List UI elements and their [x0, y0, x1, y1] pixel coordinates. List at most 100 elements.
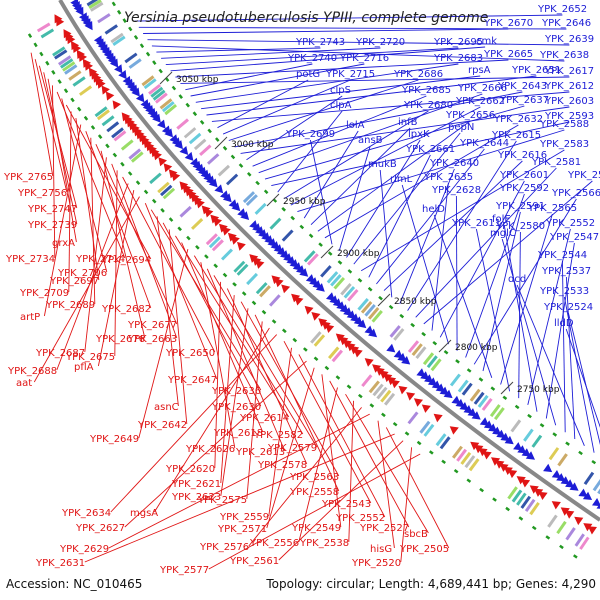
forward-connector: [475, 228, 511, 392]
forward-connector: [134, 14, 563, 22]
feature-block: [330, 274, 342, 287]
forward-gene-arrow: [231, 202, 241, 212]
reverse-gene-arrow: [565, 510, 575, 519]
reverse-connector: [214, 281, 222, 469]
gc-dash: [207, 128, 212, 134]
reverse-connector: [56, 183, 129, 371]
feature-block: [556, 520, 567, 535]
feature-block: [376, 386, 388, 400]
gc-dash: [358, 393, 363, 399]
feature-block: [389, 325, 401, 338]
forward-connector: [407, 140, 517, 311]
feature-block: [531, 434, 543, 448]
gc-dash: [369, 403, 375, 408]
reverse-connector: [111, 163, 178, 339]
reverse-gene-label: YPK_2549: [291, 523, 341, 534]
reverse-gene-arrow: [294, 296, 304, 306]
gc-dash: [112, 152, 118, 158]
forward-gene-label: YPK_2592: [499, 183, 549, 194]
feature-block: [557, 453, 568, 467]
forward-gene-arrow: [75, 6, 84, 16]
reverse-connector: [144, 203, 218, 380]
gc-dash: [490, 386, 496, 391]
feature-block: [597, 488, 600, 495]
gc-dash: [455, 359, 460, 364]
feature-block: [40, 28, 55, 39]
reverse-gene-label: YPK_2756: [17, 188, 67, 199]
reverse-connector: [268, 347, 292, 517]
reverse-gene-arrow: [274, 278, 284, 288]
forward-gene-label: YPK_2699: [285, 129, 335, 140]
forward-gene-label: YPK_2580: [495, 221, 545, 232]
feature-block: [226, 173, 239, 186]
forward-gene-arrow: [471, 411, 481, 420]
gc-dash: [171, 85, 177, 91]
gc-dash: [261, 309, 267, 315]
forward-gene-label: YPK_2615: [491, 130, 541, 141]
reverse-gene-arrow: [158, 157, 167, 167]
gc-dash: [158, 68, 163, 74]
forward-connector: [217, 79, 309, 129]
gc-dash: [152, 60, 157, 65]
kbp-tick-label: 2800 kbp: [455, 343, 498, 353]
label-connectors: [30, 14, 600, 570]
reverse-gene-label: YPK_2647: [167, 375, 217, 386]
forward-connector: [376, 148, 485, 285]
reverse-connector: [85, 131, 152, 309]
forward-gene-arrow: [521, 448, 531, 457]
forward-gene-label: YPK_2638: [539, 50, 589, 61]
gc-dash: [545, 535, 551, 540]
forward-gene-arrow: [208, 178, 218, 188]
gc-dash: [466, 478, 472, 483]
reverse-gene-label: YPK_2697: [49, 276, 99, 287]
reverse-gene-label: YPK_2505: [399, 544, 449, 555]
reverse-connector: [348, 400, 354, 543]
feature-block: [130, 151, 144, 163]
gc-dash: [388, 304, 394, 310]
reverse-gene-arrow: [311, 312, 321, 321]
forward-gene-label: YPK_2651: [511, 65, 561, 76]
feature-block: [259, 285, 271, 298]
gc-dash: [33, 42, 38, 48]
feature-block: [217, 164, 230, 177]
gc-dash: [247, 172, 252, 177]
gc-dash: [97, 134, 103, 139]
gc-dash: [479, 487, 484, 493]
reverse-gene-arrow: [281, 284, 291, 294]
feature-block: [320, 265, 332, 278]
forward-gene-arrow: [488, 423, 498, 432]
kbp-tick-mark: [266, 193, 280, 207]
reverse-gene-label: YPK_2630: [211, 402, 261, 413]
reverse-gene-label: sbcB: [404, 529, 428, 540]
gc-dash: [531, 525, 537, 531]
forward-gene-arrow: [492, 426, 502, 435]
reverse-gene-label: YPK_2520: [351, 558, 401, 569]
feature-block: [583, 471, 595, 485]
gc-dash: [492, 497, 497, 502]
gc-dash: [466, 368, 472, 373]
reverse-gene-arrow: [97, 79, 106, 89]
feature-block: [368, 380, 380, 394]
reverse-connector: [61, 98, 108, 273]
reverse-gene-label: YPK_2538: [299, 538, 349, 549]
feature-block: [426, 355, 438, 369]
forward-gene-label: YPK_2656: [445, 110, 495, 121]
gc-dash: [591, 460, 597, 465]
forward-connector: [563, 296, 595, 453]
gc-dash: [318, 242, 323, 247]
reverse-connector: [124, 360, 307, 528]
forward-connector: [565, 328, 600, 428]
feature-block: [523, 428, 534, 442]
forward-connector: [431, 182, 449, 331]
gc-dash: [213, 263, 218, 269]
feature-block: [68, 70, 82, 81]
feature-block: [326, 271, 339, 284]
reverse-gene-arrow: [478, 448, 488, 457]
feature-block: [221, 248, 233, 261]
forward-gene-label: YPK_2628: [431, 185, 481, 196]
forward-connector: [277, 110, 343, 193]
forward-connector: [252, 95, 427, 167]
forward-gene-label: YPK_2552: [545, 218, 595, 229]
gc-dash: [552, 432, 558, 437]
gc-dash: [186, 235, 191, 241]
